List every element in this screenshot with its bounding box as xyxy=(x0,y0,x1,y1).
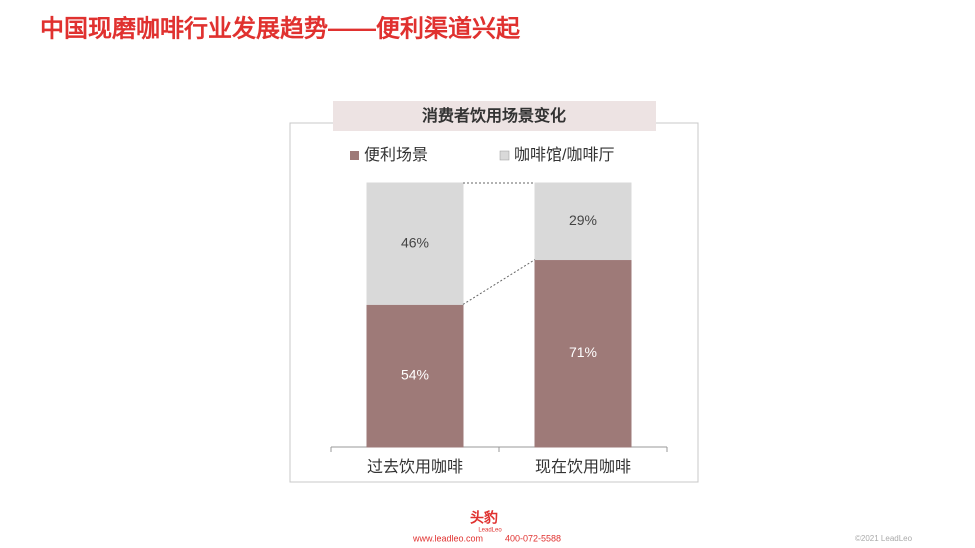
value-label: 29% xyxy=(569,212,597,228)
value-label: 54% xyxy=(401,366,429,382)
footer-website: www.leadleo.com xyxy=(412,533,483,543)
bar-segment xyxy=(366,303,464,448)
value-label: 46% xyxy=(401,234,429,250)
x-tick-label: 现在饮用咖啡 xyxy=(535,458,631,476)
bar-segment xyxy=(366,182,464,305)
footer-logo-sub: LeadLeo xyxy=(478,528,502,534)
footer-copyright: ©2021 LeadLeo xyxy=(855,534,913,543)
chart-title: 消费者饮用场景变化 xyxy=(422,106,566,125)
bar-segment xyxy=(534,182,632,261)
value-label: 71% xyxy=(569,344,597,360)
chart-frame xyxy=(289,122,699,483)
x-tick-label: 过去饮用咖啡 xyxy=(367,458,463,476)
legend-label: 便利场景 xyxy=(364,146,428,164)
footer-logo: 头豹 xyxy=(470,510,498,526)
bar-segment xyxy=(534,259,632,448)
legend-label: 咖啡馆/咖啡厅 xyxy=(514,146,614,164)
chart-title-band xyxy=(333,101,656,131)
legend-swatch xyxy=(499,150,510,161)
legend-swatch xyxy=(350,151,359,160)
connector-line xyxy=(462,259,536,305)
slide-title: 中国现磨咖啡行业发展趋势——便利渠道兴起 xyxy=(40,14,521,42)
footer-phone: 400-072-5588 xyxy=(505,533,561,543)
